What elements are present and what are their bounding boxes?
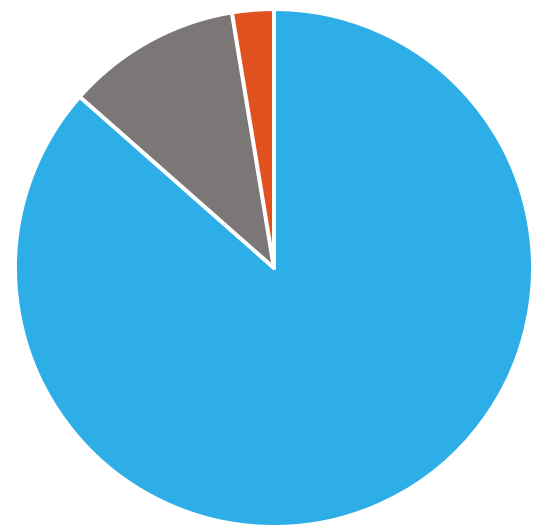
pie-slice-3 xyxy=(229,7,276,270)
pie-slices xyxy=(12,7,535,529)
pie-slice-2 xyxy=(77,10,276,270)
